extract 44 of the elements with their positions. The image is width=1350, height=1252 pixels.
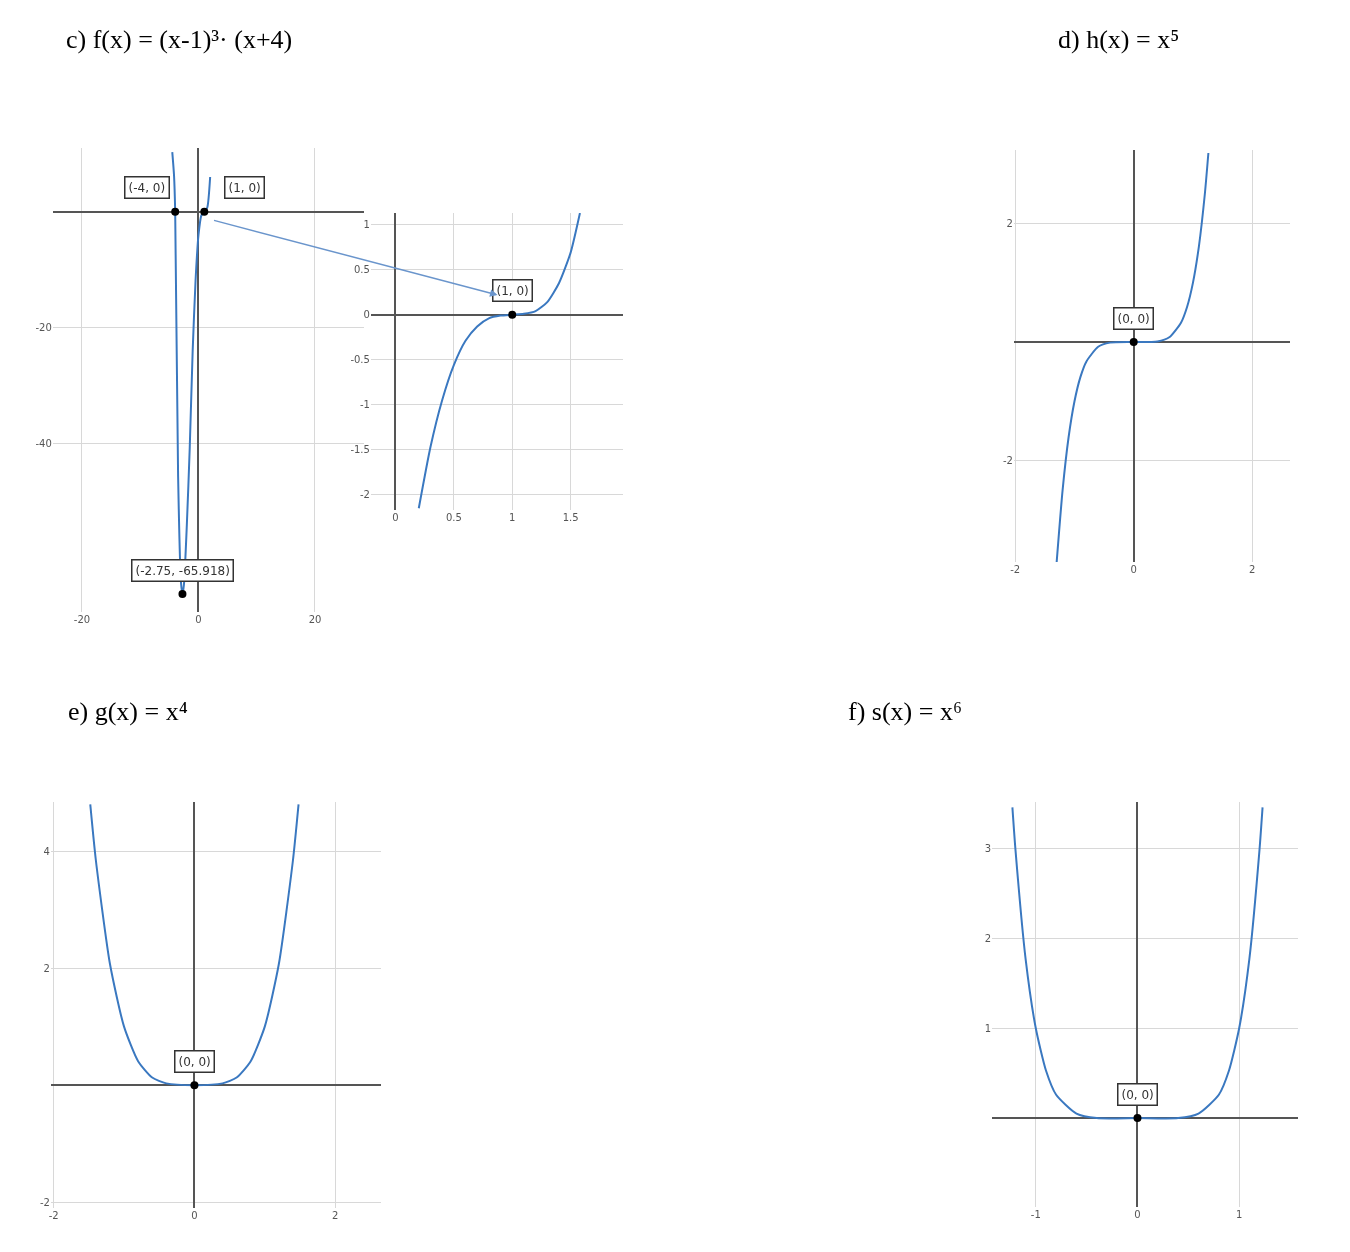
annotation: (1, 0) xyxy=(228,180,261,195)
y-tick-label: 0.5 xyxy=(354,264,370,276)
x-tick-label: -2 xyxy=(1010,564,1021,575)
x-tick-label: 1.5 xyxy=(562,512,579,523)
annotation: (1, 0) xyxy=(496,283,529,298)
annotation: (0, 0) xyxy=(1121,1087,1154,1102)
x-tick-label: 0 xyxy=(195,614,202,625)
x-tick-label: -1 xyxy=(1030,1209,1041,1220)
y-tick-label: -1 xyxy=(359,399,370,411)
x-tick-label: 2 xyxy=(331,1210,339,1221)
x-tick-label: 0 xyxy=(191,1210,198,1221)
annotation: (-2.75, -65.918) xyxy=(135,563,230,578)
y-tick-label: 3 xyxy=(984,843,992,855)
y-tick-label: -0.5 xyxy=(350,354,370,366)
line-series xyxy=(1011,806,1264,1120)
chart-title: c) f(x) = (x-1)³· (x+4) xyxy=(66,25,293,54)
x-tick-label: 1 xyxy=(1235,1209,1243,1220)
y-tick-label: -2 xyxy=(359,489,370,501)
line-series xyxy=(417,213,581,510)
y-tick-label: 2 xyxy=(984,933,992,944)
annotation: (0, 0) xyxy=(1117,311,1150,326)
x-tick-label: 0 xyxy=(1134,1209,1141,1220)
line-series xyxy=(1055,151,1210,562)
y-tick-label: -1.5 xyxy=(350,444,370,456)
x-tick-label: -20 xyxy=(73,614,91,625)
x-tick-label: 20 xyxy=(308,614,322,625)
y-tick-label: 0 xyxy=(363,309,370,321)
x-tick-label: 0.5 xyxy=(445,512,462,523)
x-tick-label: 0 xyxy=(1130,564,1137,575)
annotation: (-4, 0) xyxy=(128,180,166,195)
y-tick-label: 2 xyxy=(43,962,50,974)
y-tick-label: 4 xyxy=(43,845,50,857)
chart-title: e) g(x) = x⁴ xyxy=(68,697,188,726)
chart-title: f) s(x) = x⁶ xyxy=(848,697,962,726)
annotation: (0, 0) xyxy=(178,1054,211,1069)
x-tick-label: 0 xyxy=(392,512,399,523)
y-tick-label: 1 xyxy=(363,219,370,231)
x-tick-label: 1 xyxy=(509,512,516,523)
chart-title: d) h(x) = x⁵ xyxy=(1058,25,1180,54)
y-tick-label: 1 xyxy=(984,1022,992,1034)
y-tick-label: -2 xyxy=(39,1196,50,1208)
x-tick-label: 2 xyxy=(1249,564,1256,575)
y-tick-label: -40 xyxy=(35,438,52,450)
y-tick-label: -20 xyxy=(35,322,52,334)
